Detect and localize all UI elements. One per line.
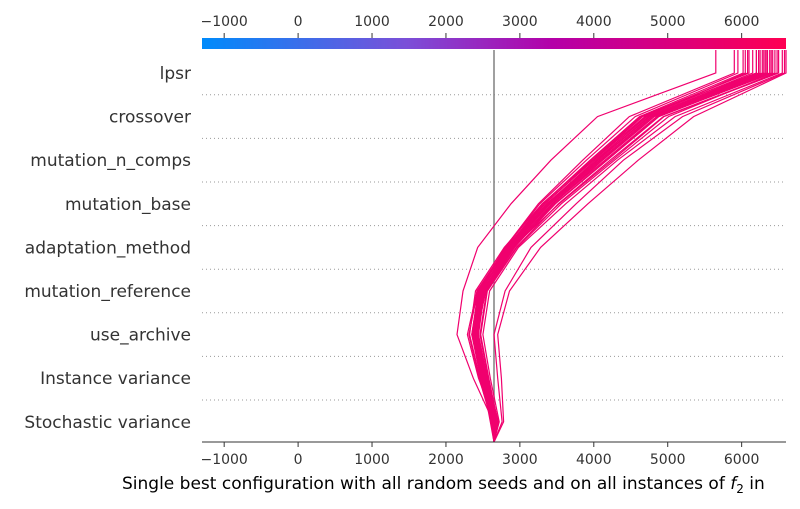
top-tick-label: 2000 bbox=[428, 14, 464, 30]
decision-path bbox=[493, 50, 786, 443]
feature-labels: lpsr crossover mutation_n_comps mutation_ba… bbox=[24, 64, 191, 433]
top-tick-label: 4000 bbox=[576, 14, 612, 30]
x-axis-label-prefix: Single best configuration with all rando… bbox=[122, 474, 730, 494]
top-tick-label: 5000 bbox=[650, 14, 686, 30]
x-axis-label-var: f bbox=[730, 474, 739, 494]
decision-path bbox=[477, 50, 780, 443]
decision-path bbox=[477, 50, 774, 443]
x-axis-label-sub: 2 bbox=[736, 482, 744, 496]
x-tick-label: 1000 bbox=[354, 452, 390, 468]
decision-path bbox=[475, 50, 768, 443]
feature-label: mutation_reference bbox=[24, 282, 191, 302]
feature-label: crossover bbox=[109, 108, 191, 128]
x-tick-label: 3000 bbox=[502, 452, 538, 468]
decision-path bbox=[482, 50, 783, 443]
x-tick-label: 2000 bbox=[428, 452, 464, 468]
x-tick-label: 5000 bbox=[650, 452, 686, 468]
top-tick-label: 6000 bbox=[724, 14, 760, 30]
feature-label: mutation_n_comps bbox=[30, 151, 191, 171]
top-tick-label: −1000 bbox=[200, 14, 247, 30]
feature-label: Stochastic variance bbox=[24, 413, 191, 433]
x-tick-label: 0 bbox=[294, 452, 303, 468]
feature-label: mutation_base bbox=[65, 195, 191, 215]
top-tick-label: 1000 bbox=[354, 14, 390, 30]
x-tick-label: −1000 bbox=[200, 452, 247, 468]
x-tick-label: 4000 bbox=[576, 452, 612, 468]
decision-path bbox=[472, 50, 760, 443]
decision-path bbox=[477, 50, 772, 443]
top-tick-label: 0 bbox=[294, 14, 303, 30]
decision-path bbox=[476, 50, 771, 443]
decision-path bbox=[456, 50, 717, 443]
decision-path bbox=[479, 50, 778, 443]
color-bar bbox=[202, 38, 786, 49]
feature-label: lpsr bbox=[160, 64, 191, 84]
x-axis-label-suffix: in bbox=[744, 474, 765, 494]
decision-path bbox=[468, 50, 744, 443]
decision-path bbox=[493, 50, 787, 443]
feature-label: use_archive bbox=[90, 326, 191, 346]
x-axis-label: Single best configuration with all rando… bbox=[122, 474, 765, 496]
decision-path bbox=[480, 50, 776, 443]
x-axis-ticks: −1000 −1000 0 0 1000 1000 2000 2000 3000 3000 4000… bbox=[200, 14, 759, 468]
top-tick-label: 3000 bbox=[502, 14, 538, 30]
feature-label: Instance variance bbox=[40, 369, 191, 389]
feature-label: adaptation_method bbox=[25, 238, 191, 258]
x-tick-label: 6000 bbox=[724, 452, 760, 468]
decision-paths bbox=[456, 50, 787, 443]
